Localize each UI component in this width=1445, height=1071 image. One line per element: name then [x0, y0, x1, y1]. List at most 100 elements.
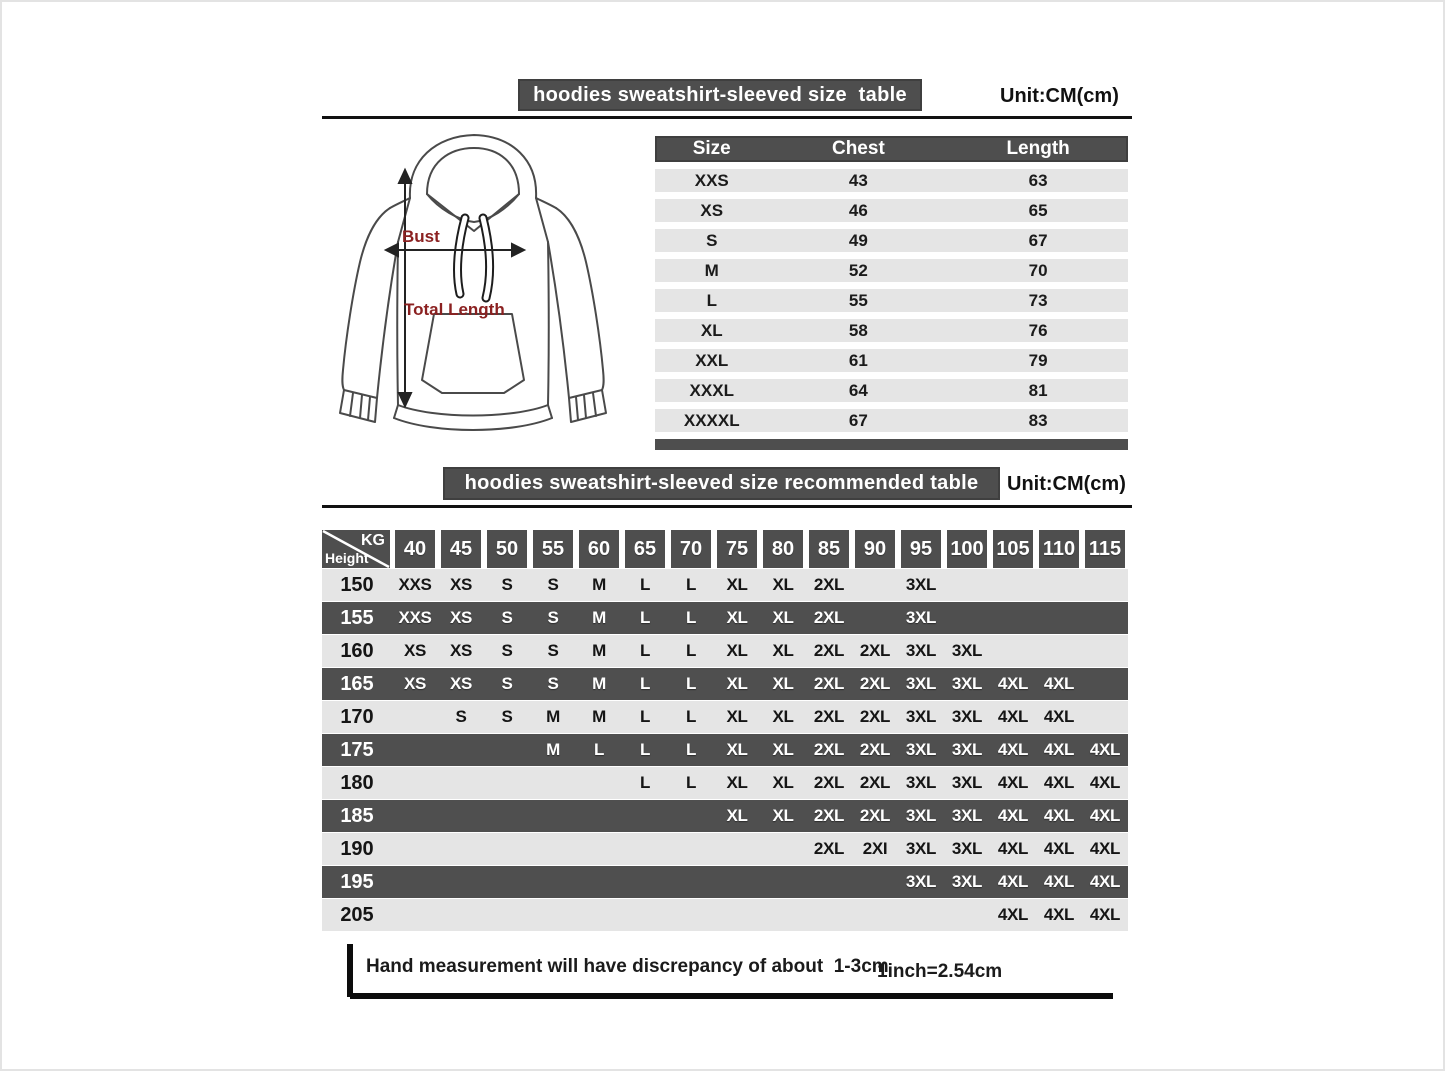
hood-collar-v: [426, 193, 520, 232]
recommended-size-cell: XS: [449, 575, 473, 594]
length-cell: 70: [1028, 260, 1048, 280]
recommended-size-cell: 4XL: [1043, 674, 1075, 693]
recommended-size-cell: 3XL: [905, 872, 937, 891]
recommended-size-cell: 3XL: [905, 674, 937, 693]
hem-top: [397, 404, 549, 417]
recommended-size-cell: 4XL: [1043, 872, 1075, 891]
recommended-size-cell: 4XL: [1089, 905, 1121, 924]
footer-note: Hand measurement will have discrepancy o…: [366, 956, 889, 977]
recommended-size-cell: L: [685, 641, 697, 660]
length-cell: 81: [1028, 380, 1048, 400]
recommended-size-cell: 4XL: [997, 674, 1029, 693]
recommended-size-cell: XS: [403, 674, 427, 693]
recommended-size-cell: 2XL: [813, 740, 845, 759]
weight-column-header: 90: [855, 530, 895, 568]
table-row: XXS 43 63: [655, 169, 1128, 192]
sleeve-right-outer: [555, 207, 605, 391]
recommended-size-cell: XL: [772, 641, 794, 660]
weight-column-header: 55: [533, 530, 573, 568]
recommended-size-cell: XL: [772, 608, 794, 627]
matrix-row: 195 3XL 3XL 4XL 4XL 4XL: [322, 866, 1128, 898]
matrix-corner-cell: KG Height: [322, 530, 390, 568]
table-row: S 49 67: [655, 229, 1128, 252]
weight-column-header: 70: [671, 530, 711, 568]
height-label: 205: [340, 903, 374, 926]
recommended-size-cell: XL: [726, 707, 748, 726]
recommended-size-cell: 2XL: [813, 806, 845, 825]
recommended-size-cell: 3XL: [951, 641, 983, 660]
matrix-row: 180 L L XL XL 2XL 2XL 3XL 3XL 4XL 4XL 4XL: [322, 767, 1128, 799]
shoulder-right: [535, 197, 557, 209]
recommended-size-cell: 4XL: [1089, 872, 1121, 891]
chest-cell: 58: [848, 320, 868, 340]
recommended-size-cell: 4XL: [1043, 773, 1075, 792]
recommended-size-cell: 2XL: [813, 575, 845, 594]
recommended-size-cell: L: [639, 707, 651, 726]
recommended-size-cell: 4XL: [1089, 773, 1121, 792]
pocket: [421, 313, 525, 394]
weight-column-header: 45: [441, 530, 481, 568]
recommended-size-cell: S: [547, 674, 559, 693]
recommended-size-cell: XS: [449, 674, 473, 693]
recommended-size-cell: 3XL: [905, 806, 937, 825]
length-cell: 76: [1028, 320, 1048, 340]
recommended-size-cell: XL: [772, 740, 794, 759]
recommended-size-cell: S: [501, 575, 513, 594]
chest-cell: 64: [848, 380, 868, 400]
recommended-size-cell: 4XL: [1089, 839, 1121, 858]
recommended-size-cell: 2XL: [859, 641, 891, 660]
recommended-size-cell: L: [685, 740, 697, 759]
recommended-size-cell: S: [501, 608, 513, 627]
matrix-row: 185 XL XL 2XL 2XL 3XL 3XL 4XL 4XL 4XL: [322, 800, 1128, 832]
recommended-size-cell: 2XI: [862, 839, 888, 858]
recommended-size-cell: XXS: [398, 608, 432, 627]
hood-outline: [408, 134, 538, 199]
recommended-size-cell: L: [639, 641, 651, 660]
table-row: L 55 73: [655, 289, 1128, 312]
recommended-size-cell: L: [685, 608, 697, 627]
recommended-size-cell: M: [592, 674, 606, 693]
size-cell: XXXXL: [683, 410, 740, 430]
sleeve-left-inner: [376, 241, 399, 399]
corner-diagonal-line: [322, 530, 390, 568]
matrix-row: 160 XS XS S S M L L XL XL 2XL 2XL 3XL 3XL: [322, 635, 1128, 667]
chest-cell: 43: [848, 170, 868, 190]
recommended-size-cell: 3XL: [951, 674, 983, 693]
cuff-right: [568, 389, 607, 423]
recommended-size-cell: 2XL: [859, 674, 891, 693]
size-cell: L: [706, 290, 717, 310]
recommended-size-cell: L: [685, 575, 697, 594]
hem-left-end: [393, 404, 399, 419]
hoodie-diagram: Bust Total Length: [339, 134, 607, 431]
weight-column-header: 60: [579, 530, 619, 568]
recommended-size-cell: M: [546, 740, 560, 759]
recommended-size-cell: 2XL: [813, 608, 845, 627]
recommended-size-cell: L: [639, 773, 651, 792]
matrix-row: 190 2XL 2XI 3XL 3XL 4XL 4XL 4XL: [322, 833, 1128, 865]
size-table-body: XXS 43 63 XS 46 65 S 49 67 M 52 70 L 55 73 XL 58 76 XXL 61 7…: [655, 169, 1128, 432]
recommended-size-cell: 3XL: [951, 806, 983, 825]
matrix-header: KG Height 40 45 50 55 60 65 70 75 80 85 90 95 100 105…: [322, 530, 1128, 568]
weight-column-header: 85: [809, 530, 849, 568]
recommended-size-cell: XL: [772, 773, 794, 792]
recommended-size-cell: S: [547, 575, 559, 594]
footer-left-bar: [347, 944, 353, 997]
footer-conversion: 1inch=2.54cm: [877, 961, 1003, 982]
sleeve-left-outer: [341, 207, 391, 391]
size-cell: XXS: [694, 170, 729, 190]
size-cell: S: [706, 230, 718, 250]
weight-column-header: 50: [487, 530, 527, 568]
recommended-size-cell: 4XL: [997, 839, 1029, 858]
recommended-size-cell: M: [546, 707, 560, 726]
hem-right-end: [547, 404, 553, 419]
height-label: 150: [340, 573, 374, 596]
recommended-size-cell: XL: [726, 806, 748, 825]
recommended-size-cell: S: [501, 641, 513, 660]
matrix-row: 150 XXS XS S S M L L XL XL 2XL 3XL: [322, 569, 1128, 601]
height-label: 170: [340, 705, 374, 728]
raglan-right: [535, 197, 549, 243]
hood-inner: [426, 147, 520, 195]
recommended-size-cell: 3XL: [905, 707, 937, 726]
size-column-header: Length: [1006, 138, 1070, 159]
table-row: XXXL 64 81: [655, 379, 1128, 402]
